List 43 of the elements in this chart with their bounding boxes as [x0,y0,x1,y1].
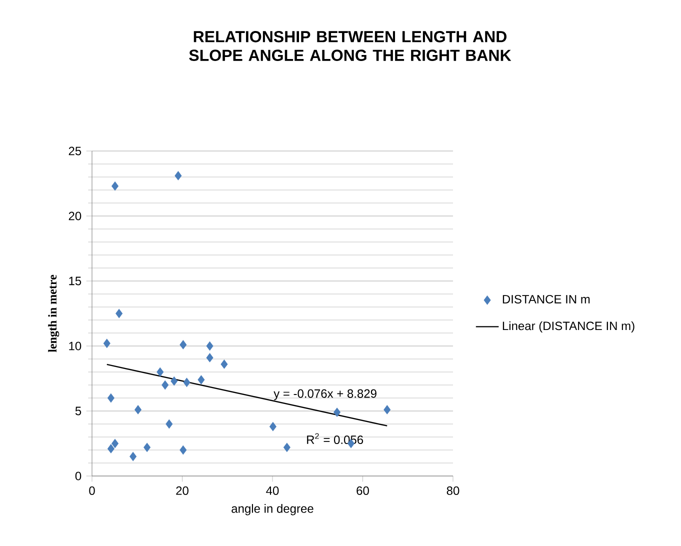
y-axis-title: length in metre [48,274,60,352]
x-tick-label: 60 [356,486,369,495]
x-tick-label: 80 [446,486,460,495]
point [220,360,228,369]
point [180,340,187,350]
y-tick-label: 25 [68,146,82,156]
point [180,445,187,455]
point [198,375,205,384]
legend-label: DISTANCE IN m [502,294,590,304]
x-tick-label: 20 [176,486,188,495]
y-tick-label: 5 [75,406,82,416]
point [112,438,118,448]
point [283,442,290,452]
annotation: y = -0.076x + 8.829 [274,389,376,400]
point [116,308,123,318]
legend-label: Linear (DISTANCE IN m) [502,321,634,333]
point [107,393,114,403]
point [206,341,214,351]
chart-title: RELATIONSHIP BETWEEN LENGTH AND SLOPE ANGLE ALONG THE RIGHT BANK [189,31,512,61]
point [162,380,169,390]
point [334,408,340,417]
point [170,376,178,386]
point [166,419,173,429]
point [183,378,190,387]
point [174,171,182,180]
point [384,405,391,414]
point [269,422,276,432]
point [107,444,114,454]
point [134,405,142,414]
point [103,338,110,348]
y-tick-label: 20 [68,212,82,220]
point [144,442,151,452]
point [156,367,164,377]
x-tick-label: 0 [89,486,95,495]
y-tick-label: 15 [69,276,82,286]
y-tick-label: 0 [75,472,82,480]
y-tick-label: 10 [69,342,82,350]
point [112,182,118,191]
point [130,452,137,462]
x-tick-label: 40 [266,486,279,495]
x-axis-title: angle in degree [232,504,314,516]
annotation: R$^{2}$ = 0.056 [307,433,364,444]
point [206,353,214,362]
